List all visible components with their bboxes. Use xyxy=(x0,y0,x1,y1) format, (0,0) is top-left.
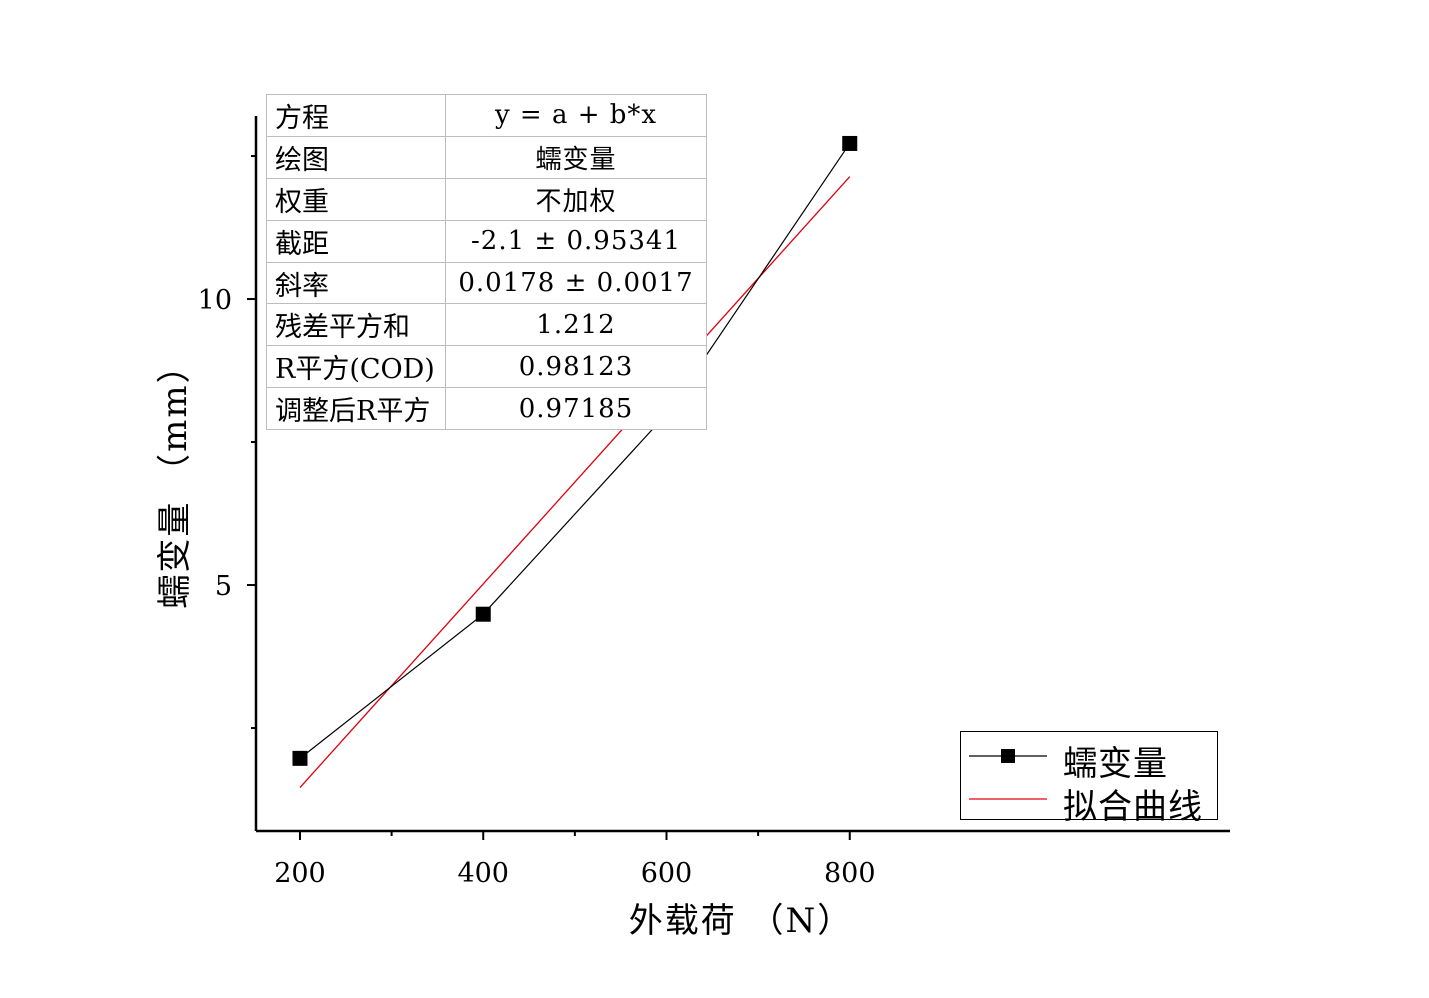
legend-item-creep: 蠕变量 xyxy=(961,734,1217,784)
x-tick-label: 200 xyxy=(274,858,326,889)
legend-label-fit: 拟合曲线 xyxy=(1063,787,1203,827)
stats-value: 0.97185 xyxy=(445,387,707,431)
legend: 蠕变量 拟合曲线 xyxy=(960,731,1218,827)
stats-row: 截距 -2.1 ± 0.95341 xyxy=(266,219,707,263)
stats-row: R平方(COD) 0.98123 xyxy=(266,345,707,389)
stats-value: 1.212 xyxy=(445,303,707,347)
x-tick-label: 400 xyxy=(457,858,509,889)
axes xyxy=(247,116,1230,840)
stats-value: -2.1 ± 0.95341 xyxy=(445,219,707,263)
stats-key: 调整后R平方 xyxy=(266,387,446,431)
x-tick-label: 600 xyxy=(641,858,693,889)
series-layer xyxy=(292,135,858,788)
stats-key: 权重 xyxy=(266,177,446,221)
legend-item-fit: 拟合曲线 xyxy=(961,777,1217,827)
stats-key: 残差平方和 xyxy=(266,303,446,347)
stats-row: 权重 不加权 xyxy=(266,177,707,221)
creep-line xyxy=(299,143,851,759)
red-line-icon xyxy=(969,798,1047,800)
stats-key: 斜率 xyxy=(266,261,446,305)
stats-value: 0.98123 xyxy=(445,345,707,389)
stats-row: 方程 y = a + b*x xyxy=(266,94,707,137)
stats-value: 不加权 xyxy=(445,177,707,221)
stats-value: y = a + b*x xyxy=(445,94,707,137)
stats-value: 蠕变量 xyxy=(445,135,707,179)
stats-row: 调整后R平方 0.97185 xyxy=(266,387,707,431)
labels-layer: 200 400 600 800 5 10 外载荷 （N） 蠕变量 （mm） xyxy=(155,285,876,941)
x-axis-label: 外载荷 （N） xyxy=(629,901,854,941)
stats-key: R平方(COD) xyxy=(266,345,446,389)
creep-point xyxy=(292,750,308,766)
creep-point xyxy=(842,135,858,151)
stats-value: 0.0178 ± 0.0017 xyxy=(445,261,707,305)
y-axis-label: 蠕变量 （mm） xyxy=(155,347,195,608)
x-tick-label: 800 xyxy=(824,858,876,889)
y-tick-label: 5 xyxy=(215,571,232,602)
stats-key: 方程 xyxy=(266,94,446,137)
line-square-marker-icon xyxy=(969,749,1047,763)
legend-label-creep: 蠕变量 xyxy=(1063,744,1168,784)
stats-row: 绘图 蠕变量 xyxy=(266,135,707,179)
stats-row: 斜率 0.0178 ± 0.0017 xyxy=(266,261,707,305)
fit-stats-table: 方程 y = a + b*x 绘图 蠕变量 权重 不加权 截距 -2.1 ± 0.95341 斜… xyxy=(266,94,707,431)
stats-row: 残差平方和 1.212 xyxy=(266,303,707,347)
creep-point xyxy=(475,606,491,622)
stats-key: 截距 xyxy=(266,219,446,263)
y-tick-label: 10 xyxy=(198,285,232,316)
stats-key: 绘图 xyxy=(266,135,446,179)
